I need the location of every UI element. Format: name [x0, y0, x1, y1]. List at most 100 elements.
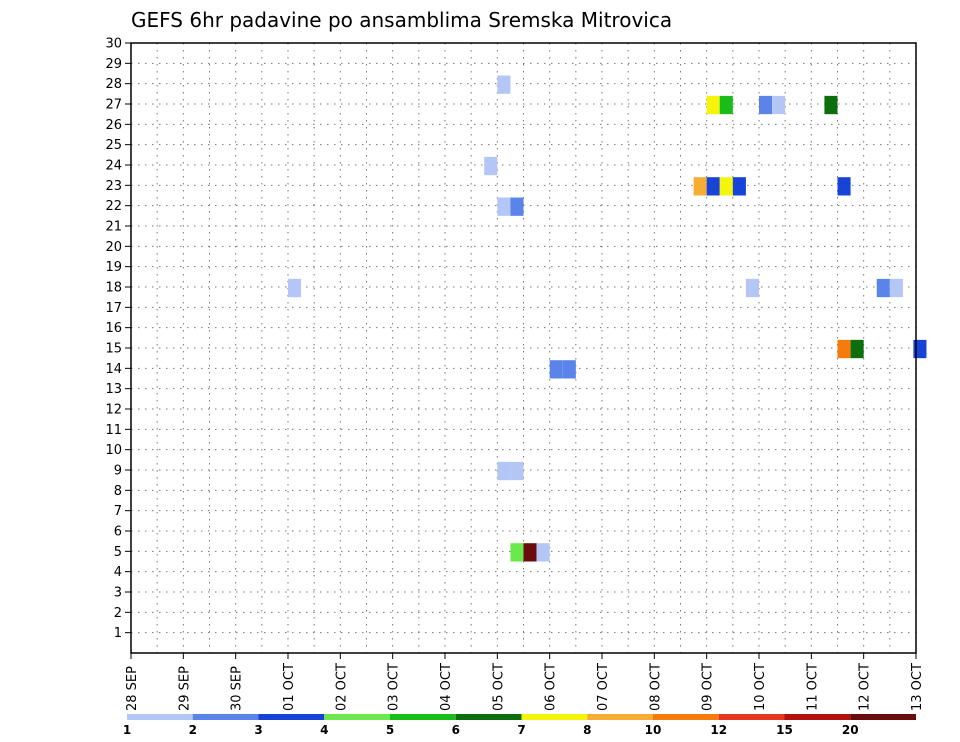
y-tick-label: 21: [105, 220, 122, 235]
data-cell: [288, 278, 302, 298]
colorbar-label: 5: [386, 723, 394, 737]
y-tick-label: 18: [105, 281, 122, 296]
y-tick-label: 22: [105, 199, 122, 214]
colorbar-swatch: [455, 714, 522, 720]
data-cell: [484, 156, 498, 176]
y-tick-label: 16: [105, 321, 122, 336]
y-tick-label: 3: [114, 586, 122, 601]
data-cell: [510, 197, 524, 216]
data-cell: [562, 360, 576, 379]
y-tick-label: 12: [105, 403, 122, 418]
colorbar-swatch: [784, 714, 851, 720]
colorbar-swatch: [324, 714, 390, 720]
x-tick-label: 10 OCT: [753, 663, 768, 711]
x-tick-label: 08 OCT: [648, 663, 663, 711]
x-tick-label: 13 OCT: [910, 663, 925, 711]
x-tick-label: 30 SEP: [230, 666, 245, 711]
y-tick-label: 4: [114, 565, 122, 580]
data-cell: [719, 95, 733, 115]
colorbar-swatch: [653, 714, 719, 720]
y-tick-label: 15: [105, 342, 122, 357]
data-cell: [497, 75, 511, 94]
colorbar-swatch: [850, 714, 916, 720]
data-cell: [536, 543, 550, 562]
colorbar-label: 4: [320, 723, 328, 737]
data-cell: [510, 543, 524, 562]
data-cell: [693, 177, 707, 196]
colorbar-swatch: [718, 714, 785, 720]
y-tick-label: 11: [105, 423, 122, 438]
colorbar-label: 2: [189, 723, 197, 737]
colorbar-label: 3: [254, 723, 262, 737]
data-cell: [876, 278, 890, 298]
data-cell: [850, 339, 864, 359]
y-tick-label: 23: [105, 179, 122, 194]
x-tick-label: 11 OCT: [805, 663, 820, 711]
y-tick-label: 27: [105, 98, 122, 113]
colorbar-swatch: [192, 714, 259, 720]
y-tick-label: 28: [105, 77, 122, 92]
data-cell: [706, 177, 720, 196]
data-cell: [837, 339, 851, 359]
y-tick-label: 17: [105, 301, 122, 316]
data-cells: [288, 75, 927, 562]
x-tick-label: 29 SEP: [177, 666, 192, 711]
colorbar-swatch: [587, 714, 653, 720]
x-tick-label: 12 OCT: [858, 663, 873, 711]
y-tick-label: 8: [114, 484, 122, 499]
data-cell: [549, 360, 563, 379]
x-tick-label: 05 OCT: [491, 663, 506, 711]
colorbar-label: 6: [452, 723, 460, 737]
x-tick-label: 01 OCT: [282, 663, 297, 711]
y-tick-label: 30: [105, 37, 122, 52]
colorbar-label: 10: [645, 723, 662, 737]
data-cell: [837, 177, 851, 196]
y-tick-label: 25: [105, 138, 122, 153]
data-cell: [759, 95, 773, 115]
data-cell: [889, 278, 903, 298]
colorbar-label: 20: [842, 723, 859, 737]
colorbar-swatch: [521, 714, 588, 720]
colorbar-label: 15: [776, 723, 793, 737]
x-tick-label: 04 OCT: [439, 663, 454, 711]
colorbar: 1 2 3 4 5 6 7 8 10 12 15 20: [123, 714, 916, 737]
colorbar-swatch: [390, 714, 456, 720]
data-cell: [732, 177, 746, 196]
y-axis: 1234567891011121314151617181920212223242…: [105, 37, 131, 641]
colorbar-label: 8: [583, 723, 591, 737]
data-cell: [497, 197, 511, 216]
chart-title: GEFS 6hr padavine po ansamblima Sremska …: [131, 8, 672, 32]
x-tick-label: 28 SEP: [125, 666, 140, 711]
data-cell: [510, 461, 524, 481]
y-tick-label: 6: [114, 525, 122, 540]
x-tick-label: 09 OCT: [701, 663, 716, 711]
y-tick-label: 10: [105, 443, 122, 458]
y-tick-label: 5: [114, 545, 122, 560]
colorbar-swatch: [127, 714, 193, 720]
x-axis: 28 SEP 29 SEP 30 SEP 01 OCT 02 OCT 03 OCT 04 O…: [125, 653, 925, 711]
data-cell: [706, 95, 720, 115]
y-tick-label: 7: [114, 504, 122, 519]
colorbar-swatch: [258, 714, 325, 720]
data-cell: [824, 95, 838, 115]
y-tick-label: 14: [105, 362, 122, 377]
data-cell: [497, 461, 511, 481]
colorbar-label: 1: [123, 723, 131, 737]
colorbar-label: 12: [710, 723, 727, 737]
y-tick-label: 13: [105, 382, 122, 397]
x-tick-label: 03 OCT: [387, 663, 402, 711]
y-tick-label: 29: [105, 57, 122, 72]
colorbar-label: 7: [517, 723, 525, 737]
data-cell: [523, 543, 537, 562]
y-tick-label: 1: [114, 626, 122, 641]
y-tick-label: 2: [114, 606, 122, 621]
y-tick-label: 19: [105, 260, 122, 275]
y-tick-label: 20: [105, 240, 122, 255]
data-cell: [719, 177, 733, 196]
y-tick-label: 9: [114, 464, 122, 479]
data-cell: [745, 278, 759, 298]
y-tick-label: 24: [105, 159, 122, 174]
data-cell: [772, 95, 786, 115]
x-tick-label: 02 OCT: [334, 663, 349, 711]
